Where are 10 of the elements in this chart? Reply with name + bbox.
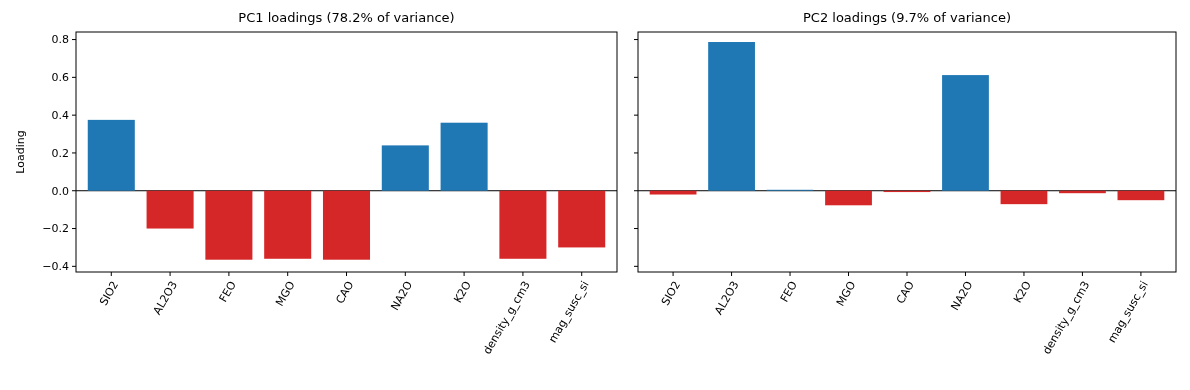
y-tick-label: −0.2 [42, 222, 69, 236]
y-tick-label: 0.8 [51, 33, 69, 47]
y-tick-label: 0.0 [51, 184, 69, 198]
y-tick-label: −0.4 [42, 260, 69, 274]
y-tick-label: 0.2 [51, 146, 69, 160]
y-tick-label: 0.4 [51, 109, 69, 122]
chart-title: PC1 loadings (78.2% of variance) [238, 10, 455, 25]
y-tick-label: 0.6 [51, 71, 69, 85]
y-axis-title: Loading [14, 130, 27, 174]
chart-title: PC2 loadings (9.7% of variance) [802, 10, 1012, 25]
